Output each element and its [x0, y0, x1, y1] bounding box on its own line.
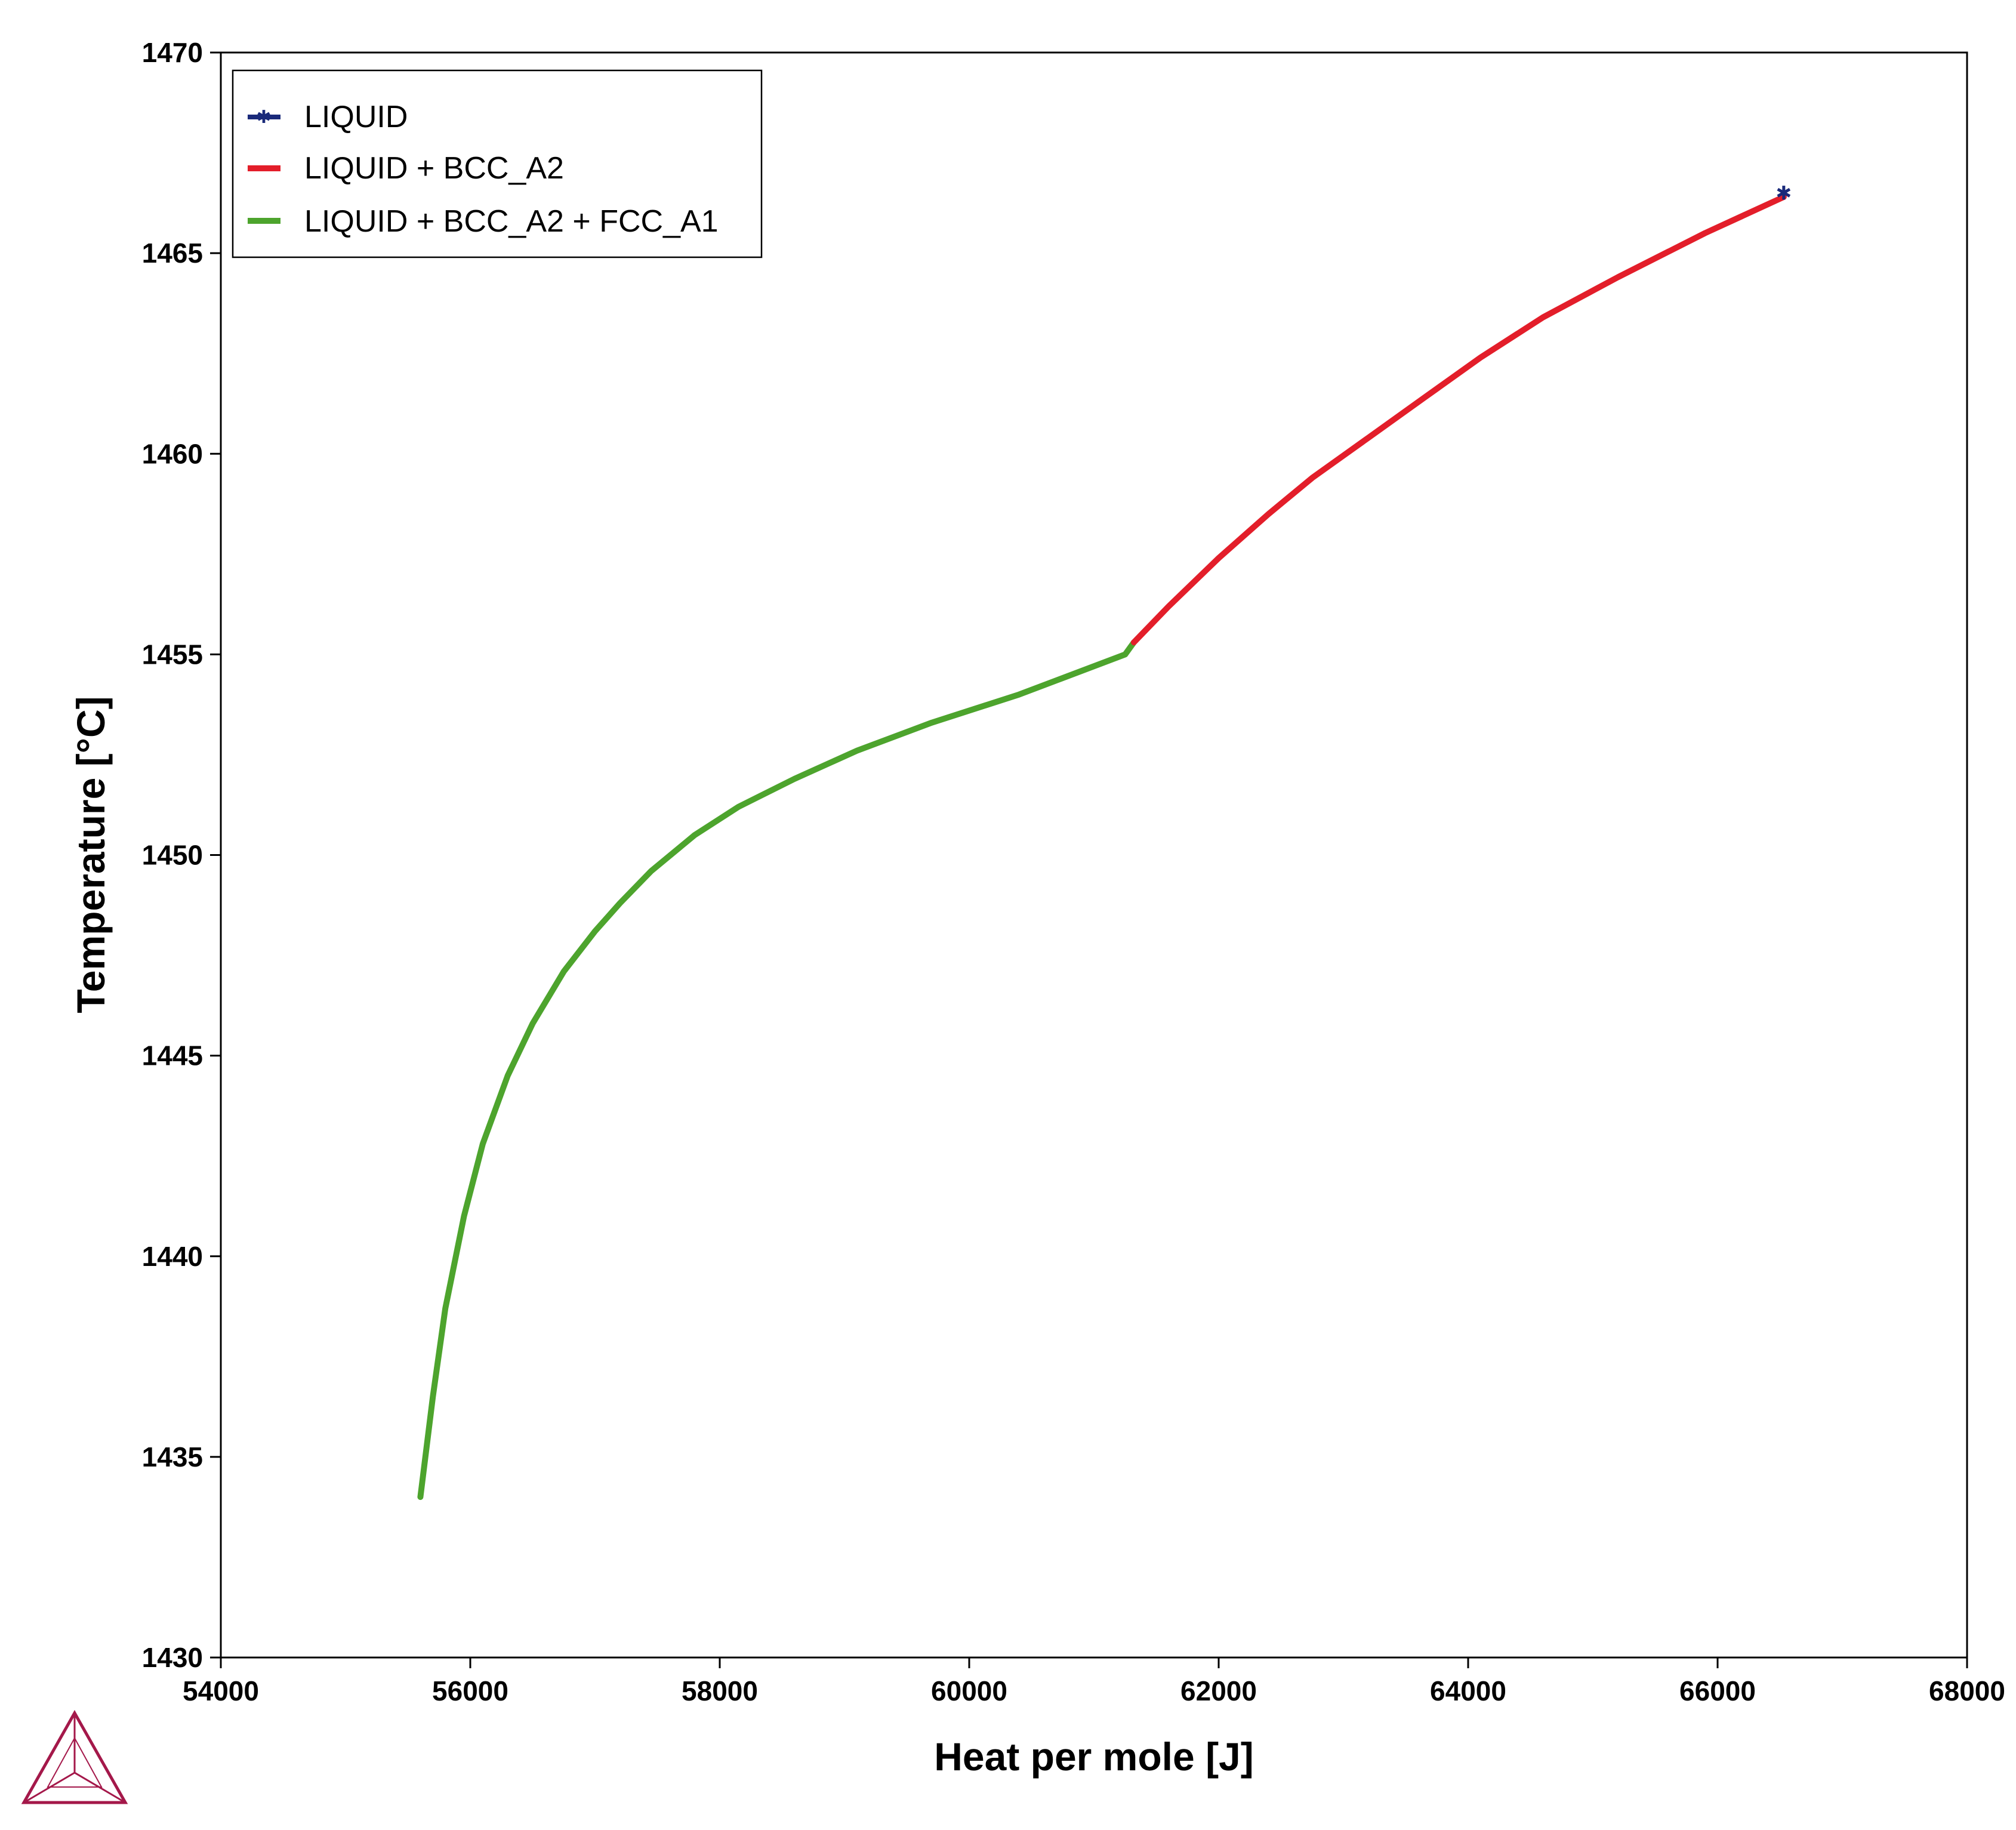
y-tick-label: 1450	[142, 840, 203, 871]
legend-label-liquid: LIQUID	[304, 100, 408, 134]
series-line-2	[417, 639, 1137, 1501]
x-tick-label: 64000	[1430, 1675, 1506, 1706]
y-tick-label: 1470	[142, 37, 203, 68]
y-tick-label: 1440	[142, 1241, 203, 1272]
x-tick-label: 60000	[931, 1675, 1007, 1706]
y-tick-label: 1455	[142, 639, 203, 670]
logo-icon	[21, 1709, 128, 1804]
x-tick-label: 62000	[1180, 1675, 1257, 1706]
plot-area	[220, 51, 1968, 1659]
legend-label-liquid-bcc-fcc: LIQUID + BCC_A2 + FCC_A1	[304, 204, 719, 239]
x-tick-label: 66000	[1679, 1675, 1756, 1706]
series-point-0: ✱	[1775, 181, 1792, 204]
legend-marker-liquid: ✱	[256, 107, 271, 128]
legend-label-liquid-bcc: LIQUID + BCC_A2	[304, 151, 564, 186]
y-axis-title: Temperature [°C]	[69, 696, 113, 1013]
y-axis-ticks: 1430 1435 1440 1445 1450 1455 1460 1465 1470	[142, 37, 221, 1673]
legend-box	[232, 69, 763, 258]
x-tick-label: 54000	[183, 1675, 259, 1706]
legend: ✱ LIQUID LIQUID + BCC_A2 LIQUID + BCC_A2…	[232, 69, 763, 258]
y-tick-label: 1435	[142, 1441, 203, 1472]
y-tick-label: 1430	[142, 1642, 203, 1673]
x-axis-title: Heat per mole [J]	[934, 1735, 1253, 1779]
y-tick-label: 1445	[142, 1040, 203, 1071]
y-tick-label: 1460	[142, 438, 203, 469]
series-line-1	[1130, 194, 1787, 646]
x-tick-label: 58000	[682, 1675, 758, 1706]
x-tick-label: 68000	[1929, 1675, 2005, 1706]
x-tick-label: 56000	[432, 1675, 508, 1706]
series-layer: ✱	[417, 181, 1792, 1501]
y-tick-label: 1465	[142, 238, 203, 269]
x-axis-ticks: 54000 56000 58000 60000 62000 64000 66000 68000	[183, 1658, 2005, 1706]
